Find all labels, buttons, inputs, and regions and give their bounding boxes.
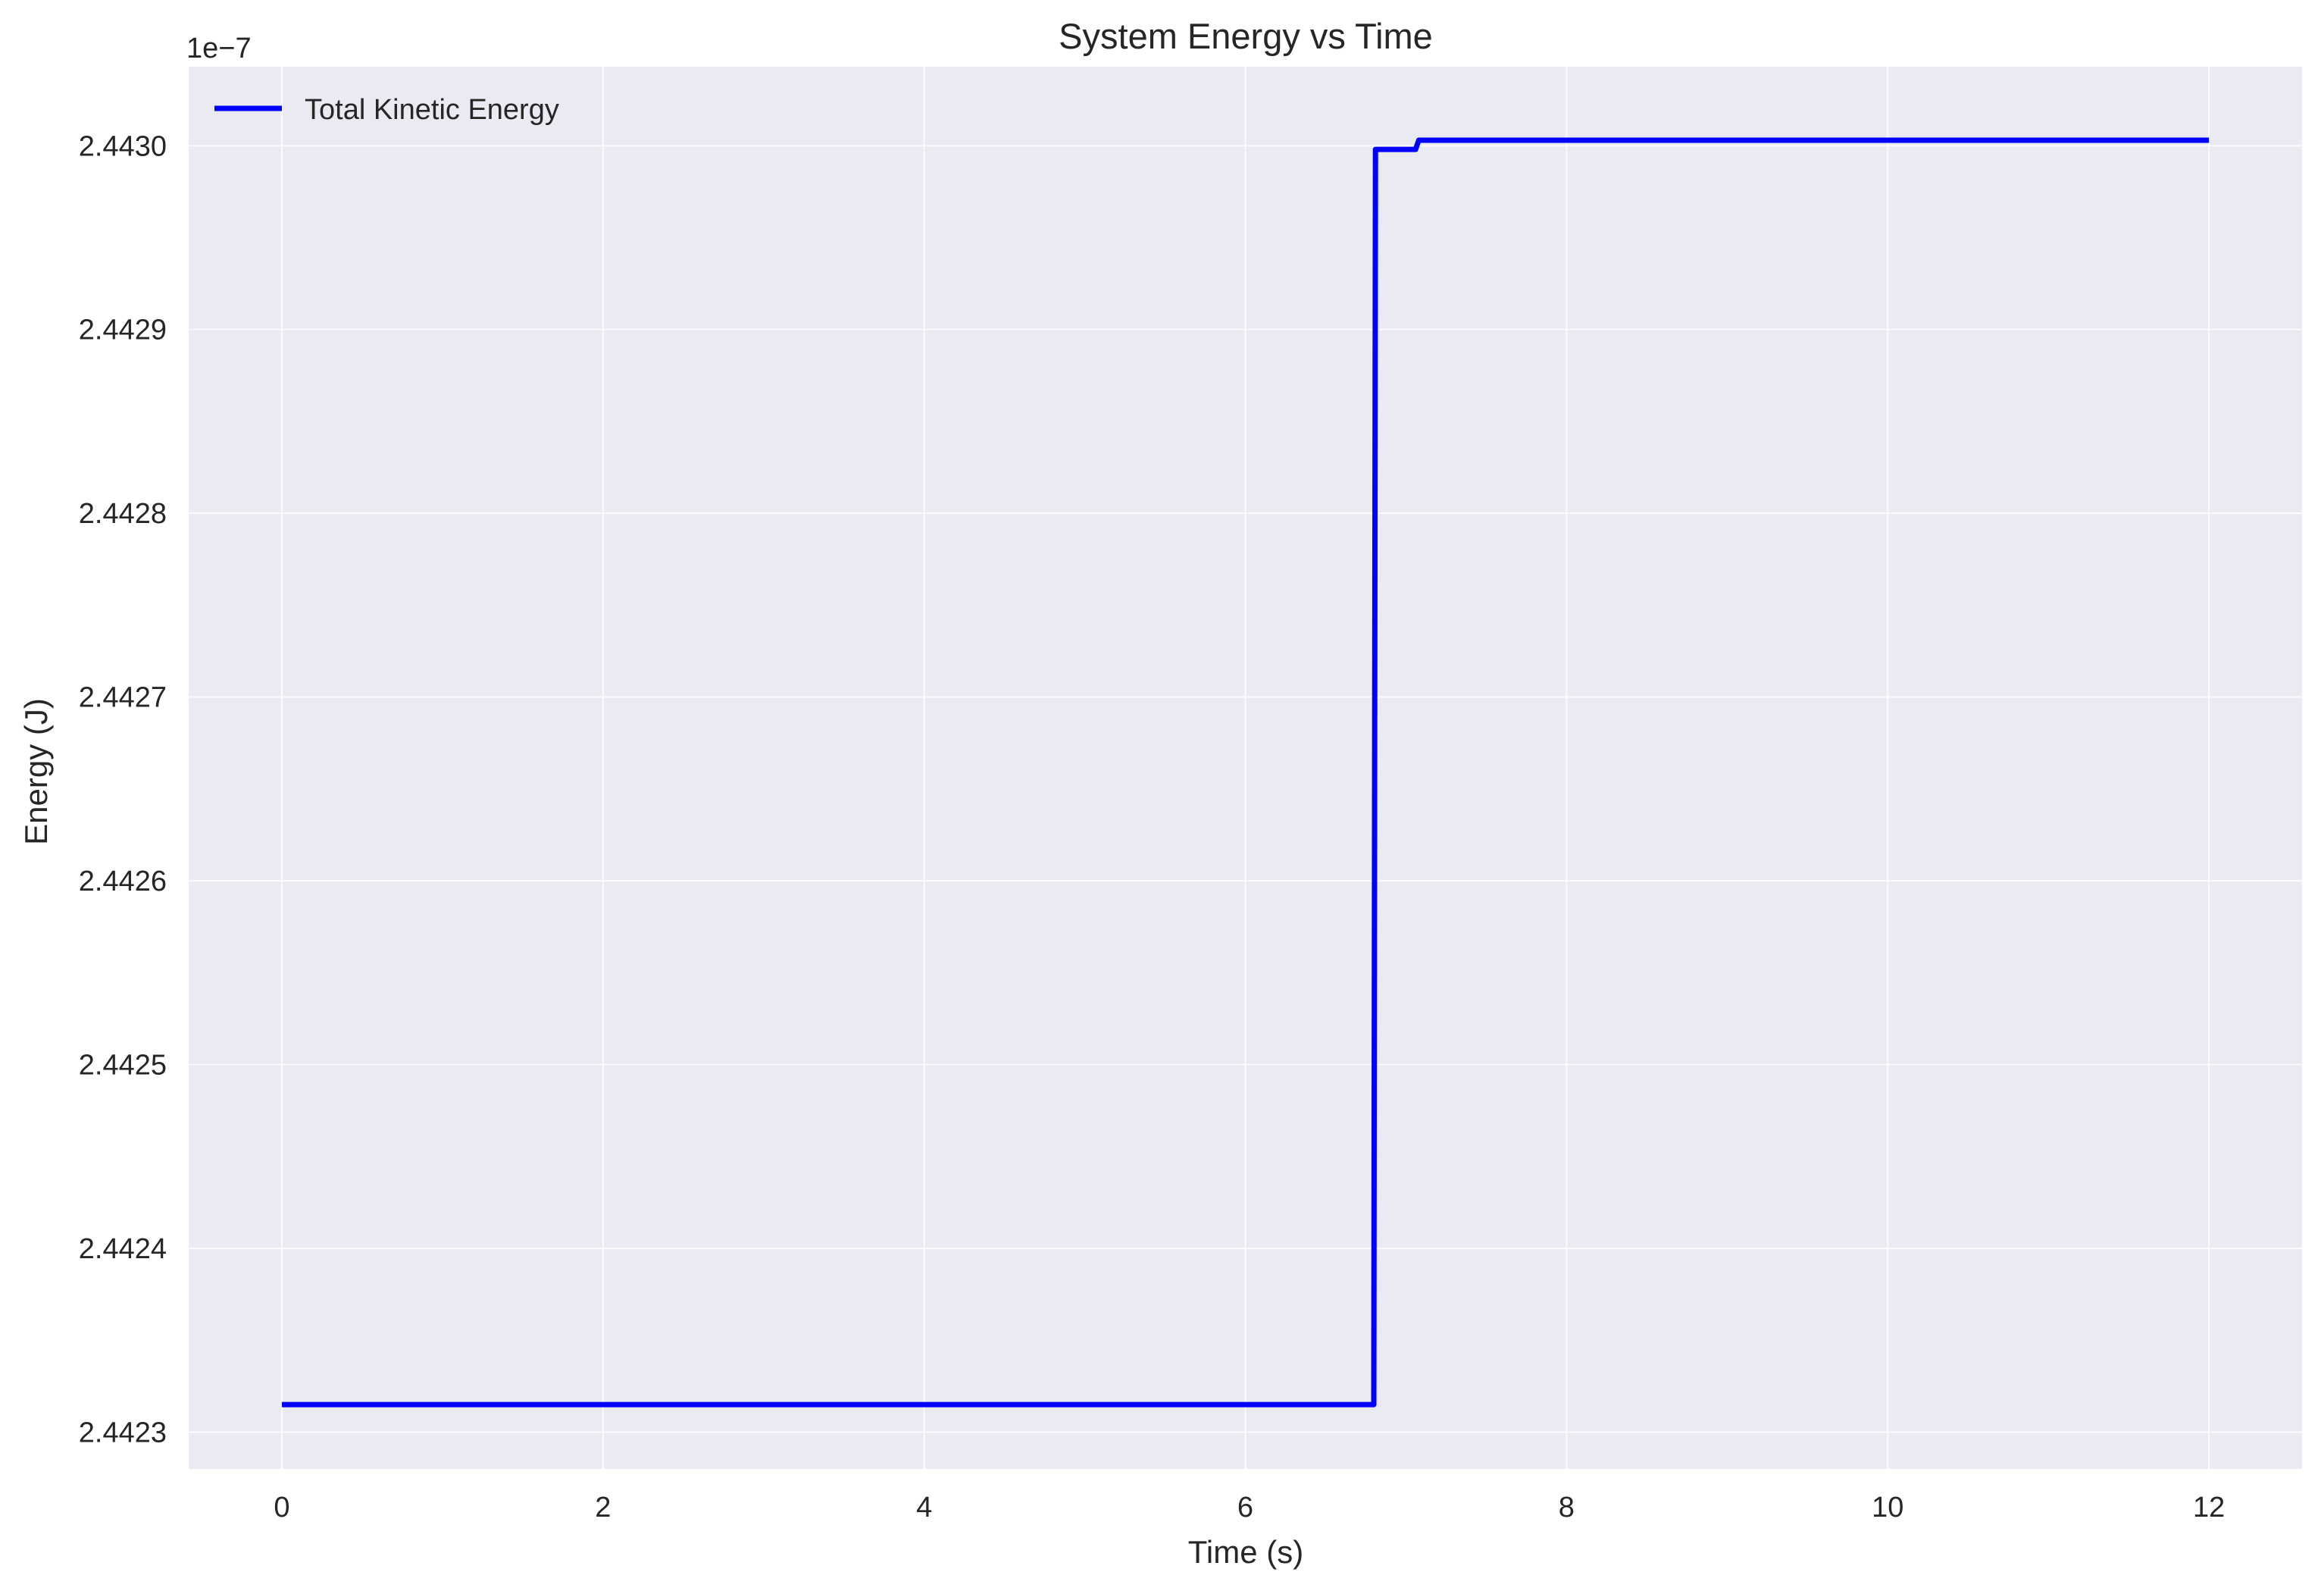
- x-tick-label: 0: [274, 1492, 289, 1524]
- x-tick-label: 8: [1559, 1492, 1575, 1524]
- y-tick-label: 2.4430: [79, 130, 167, 162]
- x-axis-ticks: 0 2 4 6 8 10 12: [274, 1492, 2225, 1524]
- grid-lines: [189, 67, 2302, 1469]
- y-axis-ticks: 2.4423 2.4424 2.4425 2.4426 2.4427 2.4428 2.44…: [79, 130, 167, 1448]
- y-tick-label: 2.4425: [79, 1050, 167, 1082]
- x-tick-label: 2: [595, 1492, 611, 1524]
- chart-title: System Energy vs Time: [1059, 16, 1433, 56]
- x-tick-label: 4: [916, 1492, 932, 1524]
- x-tick-label: 10: [1872, 1492, 1903, 1524]
- x-axis-label: Time (s): [1188, 1534, 1303, 1570]
- x-tick-label: 12: [2193, 1492, 2225, 1524]
- y-tick-label: 2.4427: [79, 682, 167, 714]
- y-tick-label: 2.4429: [79, 315, 167, 346]
- series-layer: [281, 137, 2210, 1408]
- series-line-total-kinetic-energy: [281, 137, 2210, 1408]
- x-tick-label: 6: [1237, 1492, 1253, 1524]
- y-axis-offset-text: 1e−7: [186, 33, 252, 64]
- y-tick-label: 2.4424: [79, 1233, 167, 1265]
- y-tick-label: 2.4423: [79, 1417, 167, 1449]
- y-axis-label: Energy (J): [18, 698, 54, 845]
- legend-label: Total Kinetic Energy: [305, 94, 559, 126]
- y-tick-label: 2.4426: [79, 866, 167, 897]
- y-tick-label: 2.4428: [79, 498, 167, 530]
- legend: Total Kinetic Energy: [214, 94, 559, 126]
